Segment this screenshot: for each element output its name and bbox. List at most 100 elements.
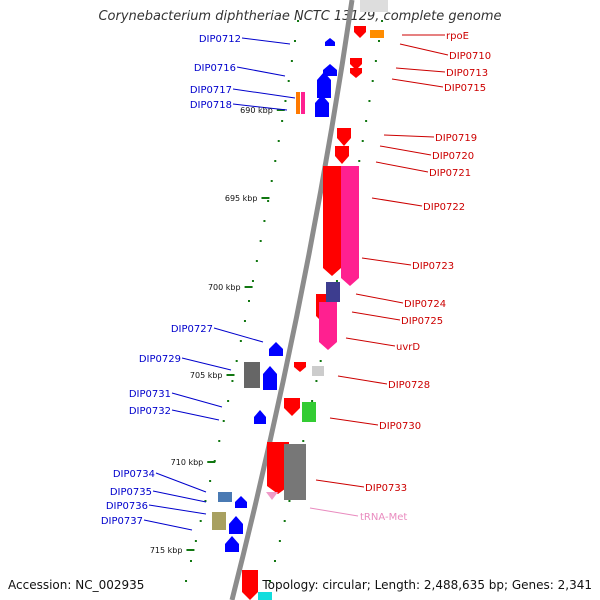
inner-track-dot — [274, 160, 277, 162]
feature-steel-box — [218, 492, 232, 502]
feature-cyan-box — [258, 592, 272, 600]
left-gene-label: DIP0727 — [171, 324, 213, 335]
right-gene-label: DIP0720 — [432, 151, 474, 162]
left-leader-line — [155, 472, 207, 493]
inner-track-dot — [270, 180, 273, 182]
inner-track-dot — [227, 400, 230, 402]
right-gene-label: uvrD — [396, 342, 420, 353]
forward-gene-arrow — [254, 410, 266, 424]
left-gene-label: DIP0732 — [129, 406, 171, 417]
left-leader-line — [236, 66, 286, 77]
left-leader-line — [241, 37, 291, 45]
left-gene-label: DIP0712 — [199, 34, 241, 45]
inner-track-dot — [222, 420, 225, 422]
reverse-gene-arrow — [323, 166, 341, 276]
reverse-gene-arrow — [319, 302, 337, 350]
inner-track-dot — [277, 140, 280, 142]
trna-leader-line — [309, 507, 359, 517]
right-gene-label: DIP0722 — [423, 202, 465, 213]
outer-track-dot — [302, 440, 305, 442]
trna-feature — [266, 492, 278, 500]
inner-track-dot — [284, 100, 287, 102]
inner-track-dot — [267, 200, 270, 202]
feature-orange-stripe — [296, 92, 300, 114]
feature-orange — [370, 30, 384, 38]
inner-track-dot — [297, 20, 300, 22]
forward-gene-arrow — [225, 536, 239, 552]
outer-track-dot — [283, 520, 286, 522]
inner-track-dot — [239, 340, 242, 342]
outer-track-dot — [273, 560, 276, 562]
feature-grey-box — [284, 444, 306, 500]
outer-track-dot — [315, 380, 318, 382]
reverse-gene-arrow — [284, 398, 300, 416]
left-leader-line — [181, 357, 232, 371]
right-leader-line — [395, 67, 446, 73]
outer-track-dot — [374, 60, 377, 62]
inner-track-dot — [204, 500, 207, 502]
left-gene-label: DIP0716 — [194, 63, 236, 74]
inner-track-dot — [281, 120, 284, 122]
outer-track-dot — [278, 540, 281, 542]
inner-track-dot — [243, 320, 246, 322]
map-title: Corynebacterium diphtheriae NCTC 13129, … — [98, 9, 502, 24]
reverse-gene-arrow — [294, 362, 306, 372]
left-leader-line — [171, 392, 223, 408]
feature-grey-box — [244, 362, 260, 388]
reverse-gene-arrow — [350, 68, 362, 78]
scale-tick-label: 710 kbp — [171, 458, 204, 467]
forward-gene-arrow — [325, 38, 335, 46]
left-gene-label: DIP0729 — [139, 354, 181, 365]
topology-summary: Topology: circular; Length: 2,488,635 bp… — [262, 578, 592, 592]
outer-track-dot — [377, 40, 380, 42]
left-gene-label: DIP0735 — [110, 487, 152, 498]
feature-grey-top — [360, 0, 388, 12]
inner-track-dot — [293, 40, 296, 42]
right-leader-line — [351, 311, 401, 321]
feature-green-box — [302, 402, 316, 422]
right-gene-label: rpoE — [446, 31, 469, 42]
outer-track-dot — [335, 280, 338, 282]
scale-tick-label: 700 kbp — [208, 283, 241, 292]
outer-track-dot — [319, 360, 322, 362]
left-gene-label: DIP0736 — [106, 501, 148, 512]
reverse-gene-arrow — [341, 166, 359, 286]
inner-track-dot — [218, 440, 221, 442]
inner-track-dot — [263, 220, 266, 222]
reverse-gene-arrow — [267, 442, 289, 494]
forward-gene-arrow — [229, 516, 243, 534]
inner-track-dot — [235, 360, 238, 362]
outer-track-dot — [358, 160, 361, 162]
trna-label: tRNA-Met — [360, 512, 407, 523]
right-gene-label: DIP0730 — [379, 421, 421, 432]
outer-track-dot — [371, 80, 374, 82]
outer-track-dot — [361, 140, 364, 142]
right-gene-label: DIP0728 — [388, 380, 430, 391]
right-gene-label: DIP0715 — [444, 83, 486, 94]
outer-track-dot — [365, 120, 368, 122]
left-leader-line — [148, 504, 207, 515]
left-gene-label: DIP0737 — [101, 516, 143, 527]
inner-track-dot — [194, 540, 197, 542]
right-gene-label: DIP0710 — [449, 51, 491, 62]
right-leader-line — [329, 417, 379, 426]
right-leader-line — [345, 337, 396, 347]
right-leader-line — [361, 257, 412, 266]
forward-gene-arrow — [235, 496, 247, 508]
feature-khaki-box — [212, 512, 226, 530]
forward-gene-arrow — [323, 64, 337, 76]
right-leader-line — [375, 161, 429, 173]
right-leader-line — [371, 197, 423, 207]
inner-track-dot — [209, 480, 212, 482]
outer-track-dot — [269, 580, 272, 582]
right-leader-line — [315, 479, 365, 488]
reverse-gene-arrow — [354, 26, 366, 38]
reverse-gene-arrow — [242, 570, 258, 600]
inner-track-dot — [189, 560, 192, 562]
outer-track-dot — [288, 500, 291, 502]
forward-gene-arrow — [317, 72, 331, 98]
reverse-gene-arrow — [337, 128, 351, 146]
right-gene-label: DIP0724 — [404, 299, 446, 310]
inner-track-dot — [259, 240, 262, 242]
